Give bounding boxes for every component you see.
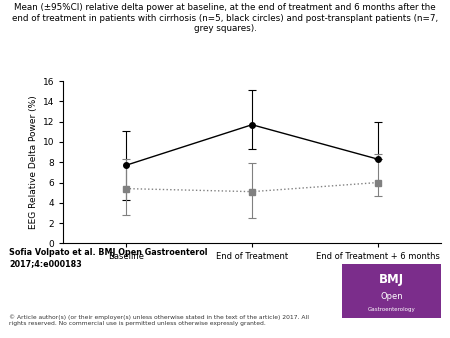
Text: BMJ: BMJ: [379, 273, 404, 286]
Text: Mean (±95%CI) relative delta power at baseline, at the end of treatment and 6 mo: Mean (±95%CI) relative delta power at ba…: [12, 3, 438, 33]
Text: © Article author(s) (or their employer(s) unless otherwise stated in the text of: © Article author(s) (or their employer(s…: [9, 314, 309, 326]
Y-axis label: EEG Relative Delta Power (%): EEG Relative Delta Power (%): [29, 95, 38, 229]
Text: Open: Open: [380, 292, 403, 300]
Text: Gastroenterology: Gastroenterology: [368, 307, 415, 312]
Text: Sofia Volpato et al. BMJ Open Gastroenterol
2017;4:e000183: Sofia Volpato et al. BMJ Open Gastroente…: [9, 248, 207, 268]
